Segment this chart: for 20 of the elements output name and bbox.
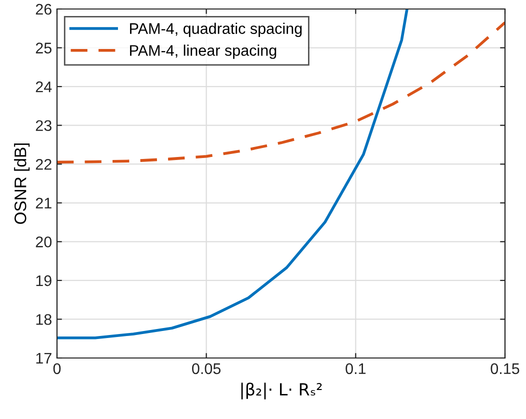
y-tick-label: 22 [36, 158, 52, 170]
y-tick-label: 24 [36, 81, 52, 92]
x-tick-label: 0.15 [490, 363, 520, 374]
y-tick-label: 17 [36, 353, 52, 364]
x-tick-label: 0.05 [192, 363, 221, 374]
x-axis-title: |β₂|· L· Rₛ² [241, 382, 322, 400]
x-tick-label: 0.1 [346, 363, 366, 374]
line-series [57, 9, 408, 340]
y-tick-label: 23 [36, 120, 52, 132]
y-tick-label: 18 [36, 314, 52, 325]
line-series [57, 21, 505, 164]
legend-label: PAM-4, linear spacing [130, 44, 276, 59]
y-tick-label: 19 [36, 275, 52, 286]
x-tick-label: 0 [53, 363, 61, 374]
legend-label: PAM-4, quadratic spacing [130, 22, 302, 37]
y-axis-title: OSNR [dB] [14, 143, 30, 224]
y-tick-label: 26 [36, 4, 52, 15]
y-tick-label: 25 [36, 42, 52, 54]
y-tick-label: 21 [36, 198, 52, 208]
y-tick-label: 20 [36, 236, 52, 248]
